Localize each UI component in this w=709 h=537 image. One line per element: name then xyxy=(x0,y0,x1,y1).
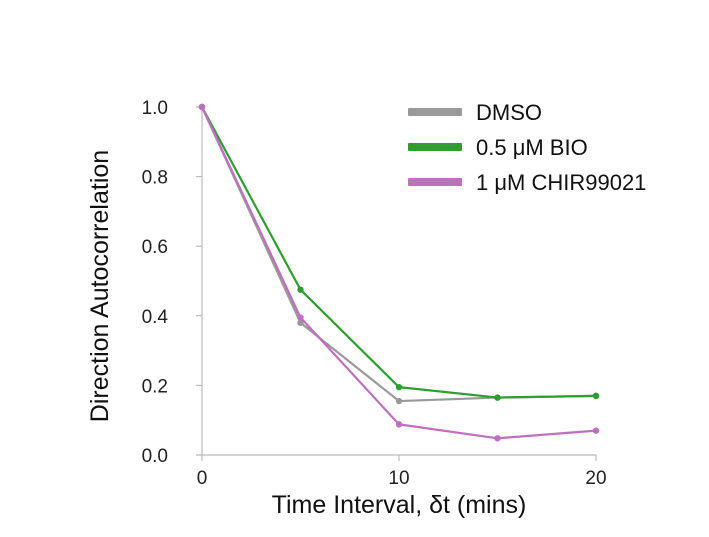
x-axis-title: Time Interval, δt (mins) xyxy=(272,491,527,519)
legend-label: 0.5 μM BIO xyxy=(476,135,588,160)
data-point xyxy=(395,421,403,428)
legend-swatch xyxy=(408,143,462,151)
data-point xyxy=(494,394,501,401)
x-tick-label: 10 xyxy=(388,468,409,489)
y-tick-label: 0.4 xyxy=(142,307,169,328)
data-point xyxy=(395,383,403,391)
data-point xyxy=(592,392,600,400)
legend-swatch xyxy=(408,108,462,116)
data-point xyxy=(494,435,501,442)
y-ticks: 0.0 0.2 0.4 0.6 0.8 1.0 xyxy=(142,98,202,467)
legend-label: DMSO xyxy=(476,100,542,125)
y-axis-title: Direction Autocorrelation xyxy=(86,150,114,422)
data-point xyxy=(297,319,304,326)
data-point xyxy=(592,427,600,434)
y-tick-label: 0.8 xyxy=(142,168,168,189)
y-tick-label: 0.6 xyxy=(142,237,168,258)
legend-label: 1 μM CHIR99021 xyxy=(476,170,646,195)
legend-swatch xyxy=(408,178,462,186)
x-tick-label: 0 xyxy=(197,468,208,489)
data-point xyxy=(395,397,403,405)
legend: DMSO 0.5 μM BIO 1 μM CHIR99021 xyxy=(408,100,646,195)
legend-item: 1 μM CHIR99021 xyxy=(408,170,646,195)
data-point xyxy=(297,286,304,293)
y-tick-label: 1.0 xyxy=(142,98,168,119)
x-ticks: 0 10 20 xyxy=(197,455,607,489)
legend-item: 0.5 μM BIO xyxy=(408,135,588,160)
series-2 xyxy=(198,103,600,442)
x-tick-label: 20 xyxy=(585,468,606,489)
data-point xyxy=(297,314,304,321)
series-layer xyxy=(198,103,600,442)
y-tick-label: 0.0 xyxy=(142,446,168,467)
data-point xyxy=(198,103,206,111)
legend-item: DMSO xyxy=(408,100,542,125)
y-tick-label: 0.2 xyxy=(142,376,168,397)
